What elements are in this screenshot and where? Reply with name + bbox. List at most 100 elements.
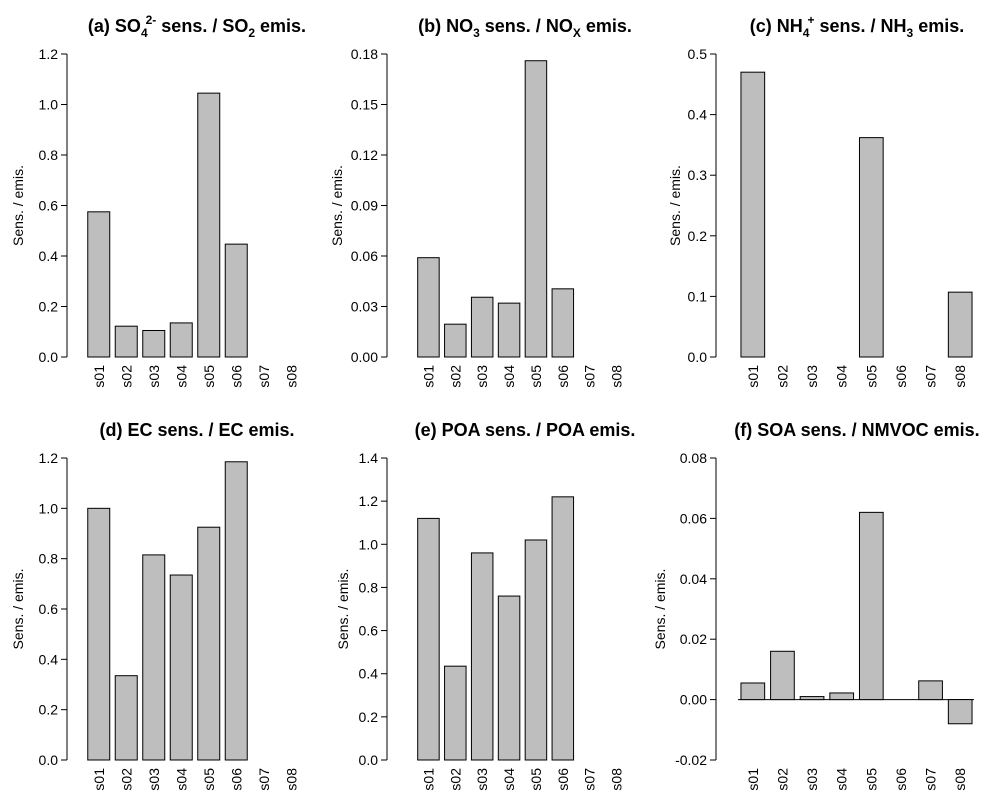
y-tick-label: 0.8 <box>39 551 59 567</box>
bar-s05 <box>197 526 221 761</box>
bar-s02 <box>444 665 467 761</box>
x-tick-label: s06 <box>555 365 571 388</box>
x-tick-label: s08 <box>609 365 625 388</box>
y-tick-label: 1.4 <box>359 450 379 466</box>
x-tick-label: s01 <box>420 365 436 388</box>
x-tick-label: s05 <box>528 365 544 388</box>
x-tick-label: s01 <box>91 365 107 388</box>
bar-s02 <box>444 323 467 358</box>
x-tick-label: s08 <box>952 365 968 388</box>
bar-s08 <box>947 291 973 358</box>
bar-s02 <box>770 650 795 701</box>
bar-s01 <box>87 507 111 761</box>
y-tick-label: 0.15 <box>351 97 378 113</box>
x-tick-label: s03 <box>474 365 490 388</box>
y-tick-label: 1.2 <box>39 46 59 62</box>
panel-5: (e) POA sens. / POA emis. 0.0 0.2 0.4 0.6 0.8… <box>335 420 635 791</box>
x-tick-label: s04 <box>173 365 189 388</box>
y-tick-label: 0.4 <box>688 107 708 123</box>
x-tick-label: s07 <box>582 365 598 388</box>
x-tick-label: s04 <box>501 365 517 388</box>
x-tick-label: s08 <box>283 768 299 791</box>
y-tick-label: 0.06 <box>680 510 707 526</box>
y-tick-label: 0.5 <box>688 46 708 62</box>
y-tick-label: 0.0 <box>39 349 59 365</box>
x-tick-label: s03 <box>474 768 490 791</box>
bar-s04 <box>169 322 193 358</box>
bar-s03 <box>142 329 166 358</box>
y-axis-label: Sens. / emis. <box>652 569 668 650</box>
bar-s06 <box>551 496 575 761</box>
x-tick-label: s08 <box>283 365 299 388</box>
x-tick-label: s07 <box>923 768 939 791</box>
y-tick-label: 0.09 <box>351 198 378 214</box>
y-tick-label: 1.0 <box>359 536 379 552</box>
bar-s07 <box>918 680 943 701</box>
bar-s01 <box>740 682 766 701</box>
panel-1: (a) SO42- sens. / SO2 emis. 0.0 0.2 0.4 0.6 0… <box>10 13 306 388</box>
panel-title: (b) NO3 sens. / NOX emis. <box>418 16 632 40</box>
y-tick-label: 0.03 <box>351 299 378 315</box>
panel-title: (c) NH4+ sens. / NH3 emis. <box>750 13 964 40</box>
bar-s05 <box>524 60 548 358</box>
x-tick-label: s04 <box>173 768 189 791</box>
bar-s05 <box>524 539 548 761</box>
bar-s08 <box>947 699 973 725</box>
x-tick-label: s05 <box>201 768 217 791</box>
bar-s05 <box>858 511 884 701</box>
y-tick-label: 0.3 <box>688 167 708 183</box>
x-tick-label: s02 <box>774 365 790 388</box>
bar-s04 <box>829 692 855 701</box>
bar-s03 <box>470 296 494 358</box>
y-tick-label: 0.00 <box>680 692 707 708</box>
y-tick-label: 1.0 <box>39 97 59 113</box>
x-tick-label: s06 <box>555 768 571 791</box>
x-tick-label: s05 <box>201 365 217 388</box>
x-tick-label: s04 <box>501 768 517 791</box>
bar-s06 <box>224 243 248 358</box>
x-tick-label: s08 <box>609 768 625 791</box>
x-tick-label: s02 <box>118 365 134 388</box>
y-tick-label: 0.4 <box>39 248 59 264</box>
x-tick-label: s06 <box>228 365 244 388</box>
x-tick-label: s02 <box>447 365 463 388</box>
y-tick-label: 1.2 <box>39 450 59 466</box>
bar-s03 <box>799 696 825 701</box>
y-tick-label: 0.2 <box>39 702 59 718</box>
panel-6: (f) SOA sens. / NMVOC emis. -0.02 0.00 0.02… <box>652 420 980 791</box>
x-tick-label: s02 <box>447 768 463 791</box>
y-tick-label: 0.0 <box>688 349 708 365</box>
bar-s02 <box>114 325 138 358</box>
y-tick-label: 0.12 <box>351 147 378 163</box>
y-tick-label: 0.4 <box>39 651 59 667</box>
panel-title: (f) SOA sens. / NMVOC emis. <box>734 420 979 440</box>
x-tick-label: s04 <box>834 768 850 791</box>
y-tick-label: 0.02 <box>680 631 707 647</box>
x-tick-label: s01 <box>745 768 761 791</box>
y-tick-label: 0.18 <box>351 46 378 62</box>
bar-s04 <box>169 574 193 761</box>
bar-s01 <box>87 211 111 358</box>
y-tick-label: 0.6 <box>39 601 59 617</box>
y-tick-label: 0.06 <box>351 248 378 264</box>
x-tick-label: s03 <box>146 768 162 791</box>
y-axis-label: Sens. / emis. <box>10 165 26 246</box>
y-tick-label: 0.0 <box>39 752 59 768</box>
y-tick-label: 0.0 <box>359 752 379 768</box>
panel-title: (a) SO42- sens. / SO2 emis. <box>88 13 306 40</box>
y-tick-label: 0.8 <box>39 147 59 163</box>
panel-title: (d) EC sens. / EC emis. <box>99 420 294 440</box>
x-tick-label: s06 <box>228 768 244 791</box>
x-tick-label: s05 <box>528 768 544 791</box>
bar-s01 <box>417 517 440 761</box>
panel-title: (e) POA sens. / POA emis. <box>415 420 636 440</box>
bar-s03 <box>470 552 494 761</box>
y-tick-label: 0.6 <box>39 198 59 214</box>
x-tick-label: s07 <box>256 768 272 791</box>
x-tick-label: s01 <box>420 768 436 791</box>
bar-s01 <box>417 257 440 358</box>
bar-s04 <box>497 302 521 358</box>
x-tick-label: s02 <box>774 768 790 791</box>
y-axis-label: Sens. / emis. <box>329 165 345 246</box>
